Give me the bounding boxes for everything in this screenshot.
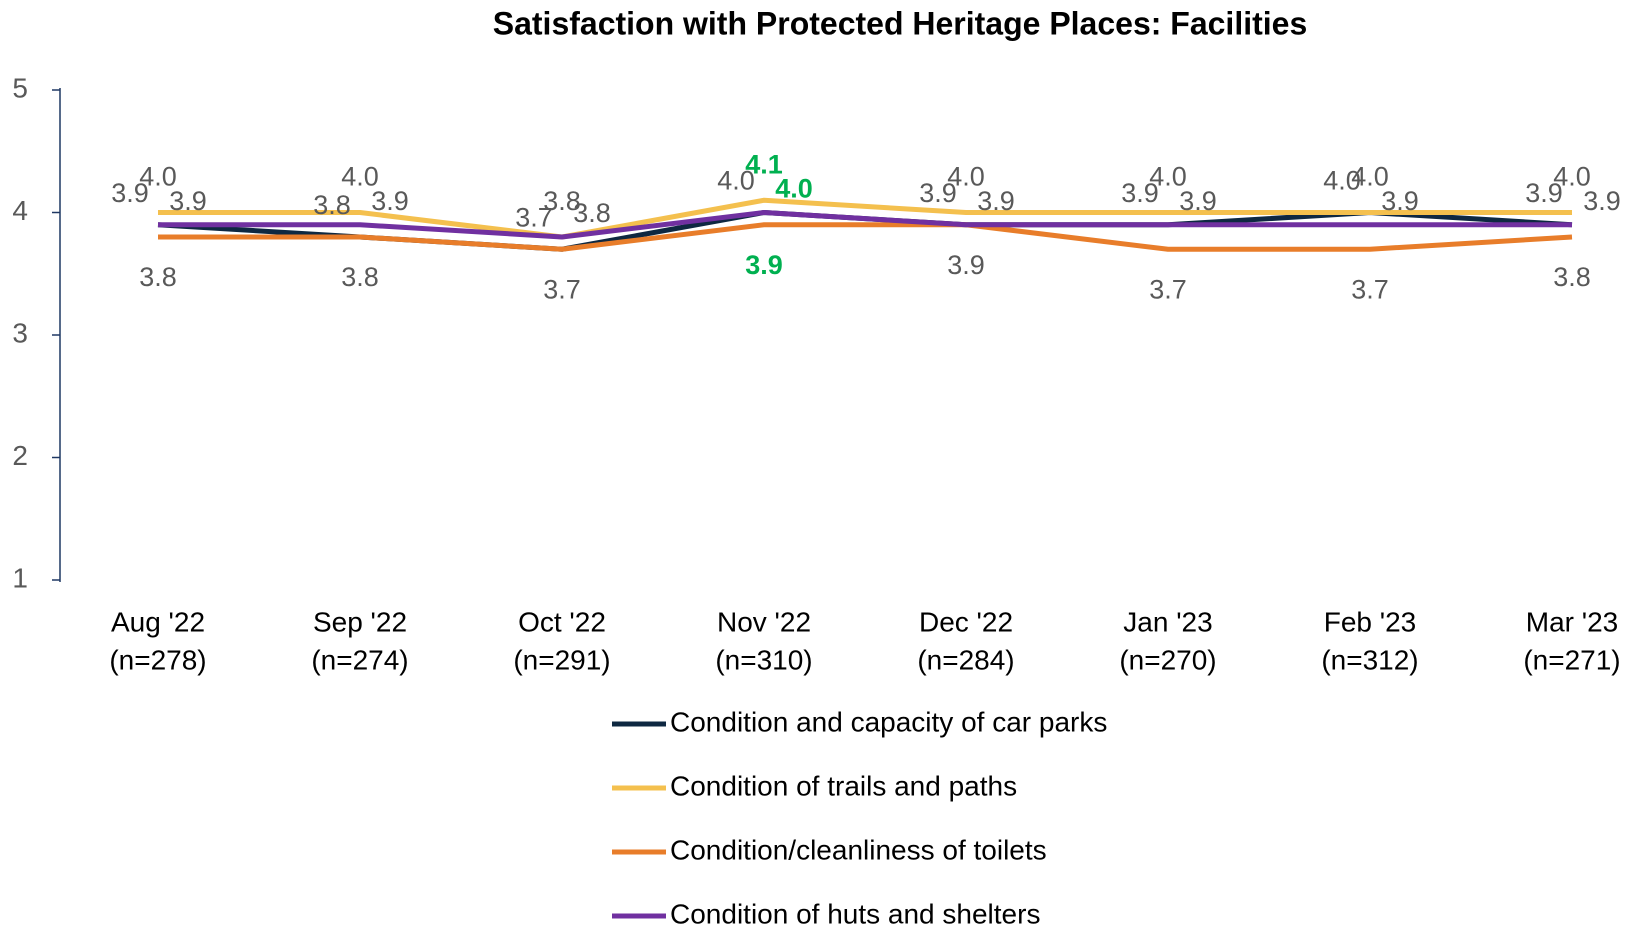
data-label: 3.9 xyxy=(1121,178,1159,208)
data-label: 3.9 xyxy=(1583,186,1621,216)
series-line xyxy=(158,197,1572,240)
x-tick-sample-size: (n=312) xyxy=(1321,644,1418,675)
legend-label: Condition and capacity of car parks xyxy=(670,706,1107,737)
data-label: 4.0 xyxy=(341,162,379,192)
legend-label: Condition of trails and paths xyxy=(670,770,1017,801)
series-line xyxy=(158,222,1573,252)
data-label: 3.7 xyxy=(1351,274,1389,304)
data-label: 3.9 xyxy=(745,250,783,280)
x-tick-label: Sep '22 xyxy=(313,606,407,637)
data-label: 3.9 xyxy=(111,178,149,208)
x-tick-label: Oct '22 xyxy=(518,606,606,637)
x-tick-sample-size: (n=284) xyxy=(917,644,1014,675)
data-label: 4.0 xyxy=(775,174,813,204)
data-label: 3.8 xyxy=(1553,262,1591,292)
data-label: 3.8 xyxy=(341,262,379,292)
x-tick-sample-size: (n=291) xyxy=(513,644,610,675)
data-label: 4.0 xyxy=(1149,162,1187,192)
y-tick-label: 1 xyxy=(12,562,28,593)
x-tick-sample-size: (n=270) xyxy=(1119,644,1216,675)
x-tick-sample-size: (n=310) xyxy=(715,644,812,675)
data-label: 3.9 xyxy=(919,178,957,208)
x-tick-label: Dec '22 xyxy=(919,606,1013,637)
data-label: 4.0 xyxy=(139,162,177,192)
x-tick-sample-size: (n=278) xyxy=(109,644,206,675)
x-tick-label: Aug '22 xyxy=(111,606,205,637)
x-tick-label: Nov '22 xyxy=(717,606,811,637)
data-label: 4.0 xyxy=(717,166,755,196)
legend-label: Condition of huts and shelters xyxy=(670,898,1040,926)
data-label: 3.8 xyxy=(573,198,611,228)
data-label: 3.7 xyxy=(543,274,581,304)
data-label: 4.0 xyxy=(947,162,985,192)
y-tick-label: 5 xyxy=(12,72,28,103)
data-label: 3.8 xyxy=(313,190,351,220)
data-label: 3.7 xyxy=(515,202,553,232)
y-tick-label: 4 xyxy=(12,195,28,226)
data-label: 3.9 xyxy=(977,186,1015,216)
data-label: 3.9 xyxy=(169,186,207,216)
y-tick-label: 2 xyxy=(12,440,28,471)
data-label: 3.9 xyxy=(1381,186,1419,216)
data-label: 3.9 xyxy=(1525,178,1563,208)
data-label: 4.0 xyxy=(1351,162,1389,192)
data-label: 4.0 xyxy=(1553,162,1591,192)
series-line xyxy=(158,210,1572,240)
chart-title: Satisfaction with Protected Heritage Pla… xyxy=(493,5,1307,41)
x-tick-sample-size: (n=271) xyxy=(1523,644,1620,675)
y-tick-label: 3 xyxy=(12,317,28,348)
x-tick-sample-size: (n=274) xyxy=(311,644,408,675)
x-tick-label: Mar '23 xyxy=(1526,606,1619,637)
data-label: 3.8 xyxy=(139,262,177,292)
x-tick-label: Jan '23 xyxy=(1123,606,1212,637)
data-label: 3.7 xyxy=(1149,274,1187,304)
legend-label: Condition/cleanliness of toilets xyxy=(670,834,1047,865)
data-label: 3.9 xyxy=(1179,186,1217,216)
data-label: 4.1 xyxy=(745,149,783,179)
data-label: 3.8 xyxy=(543,186,581,216)
data-label: 4.0 xyxy=(1323,166,1361,196)
data-label: 3.9 xyxy=(371,186,409,216)
data-label: 3.9 xyxy=(947,250,985,280)
x-tick-label: Feb '23 xyxy=(1324,606,1417,637)
